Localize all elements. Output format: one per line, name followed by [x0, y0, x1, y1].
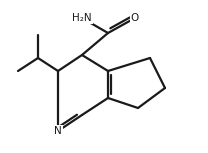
Text: N: N: [54, 126, 62, 136]
Text: O: O: [131, 13, 139, 23]
Text: H₂N: H₂N: [72, 13, 92, 23]
